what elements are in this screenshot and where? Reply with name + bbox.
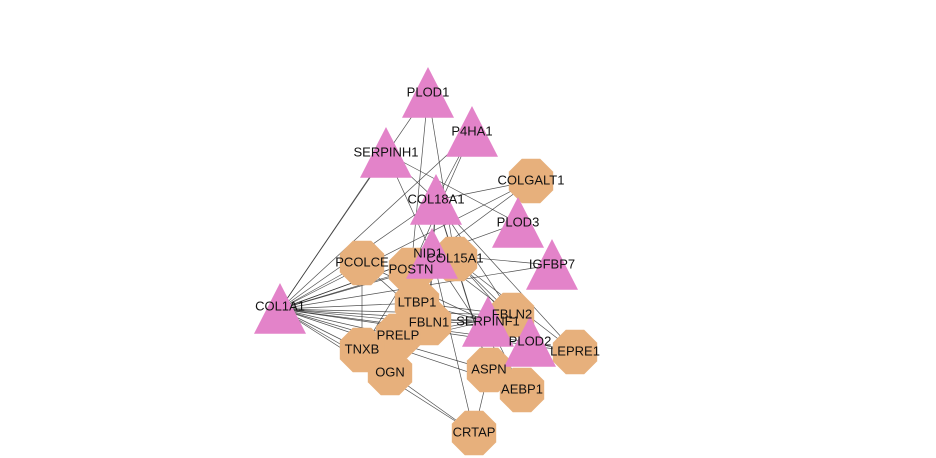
- node-label-pcolce: PCOLCE: [335, 254, 389, 269]
- node-label-aebp1: AEBP1: [501, 381, 543, 396]
- node-label-col18a1: COL18A1: [407, 191, 464, 206]
- node-colgalt1-octagon[interactable]: [508, 158, 554, 204]
- node-col1a1-triangle[interactable]: [254, 283, 306, 334]
- node-label-serpinh1: SERPINH1: [353, 144, 418, 159]
- node-label-igfbp7: IGFBP7: [529, 256, 575, 271]
- edge-col1a1-colgalt1: [279, 180, 532, 310]
- edge-nid1-crtap: [431, 253, 475, 434]
- node-label-postn: POSTN: [389, 261, 434, 276]
- node-label-tnxb: TNXB: [345, 341, 380, 356]
- node-label-fbln2: FBLN2: [492, 306, 532, 321]
- node-label-ogn: OGN: [375, 364, 405, 379]
- node-label-crtap: CRTAP: [453, 424, 496, 439]
- label-layer: PLOD1 P4HA1 SERPINH1 COL18A1 PLOD3 IGFBP7 COL1…: [255, 84, 600, 439]
- edge-serpinh1-plod3: [385, 152, 519, 224]
- node-aebp1-octagon[interactable]: [499, 367, 545, 413]
- edge-plod1-col15a1: [427, 92, 456, 260]
- node-plod1-triangle[interactable]: [402, 67, 454, 118]
- node-nid1-triangle[interactable]: [406, 228, 458, 279]
- node-label-colgalt1: COLGALT1: [498, 172, 565, 187]
- node-prelp-octagon[interactable]: [375, 313, 421, 359]
- node-crtap-octagon[interactable]: [451, 410, 497, 456]
- node-plod2-triangle[interactable]: [504, 316, 556, 367]
- node-label-lepre1: LEPRE1: [550, 343, 600, 358]
- edge-col1a1-serpinh1: [279, 152, 387, 310]
- edge-plod1-postn: [410, 92, 429, 271]
- node-lepre1-octagon[interactable]: [552, 329, 598, 375]
- edge-col1a1-p4ha1: [279, 131, 473, 310]
- node-p4ha1-triangle[interactable]: [446, 106, 498, 157]
- node-label-col1a1: COL1A1: [255, 298, 305, 313]
- node-label-prelp: PRELP: [377, 327, 420, 342]
- node-label-ltbp1: LTBP1: [398, 294, 437, 309]
- node-plod3-triangle[interactable]: [492, 197, 544, 248]
- node-serpinh1-triangle[interactable]: [360, 127, 412, 178]
- node-label-nid1: NID1: [413, 245, 443, 260]
- edge-col18a1-lepre1: [435, 199, 576, 353]
- edge-col1a1-serpinf1: [279, 308, 489, 323]
- node-label-fbln1: FBLN1: [409, 314, 449, 329]
- node-igfbp7-triangle[interactable]: [526, 239, 578, 290]
- edge-col1a1-ltbp1: [279, 302, 418, 310]
- node-col18a1-triangle[interactable]: [410, 174, 462, 225]
- node-serpinf1-triangle[interactable]: [462, 296, 514, 347]
- node-label-aspn: ASPN: [471, 361, 506, 376]
- node-label-plod2: PLOD2: [509, 333, 552, 348]
- node-ogn-octagon[interactable]: [367, 350, 413, 396]
- node-pcolce-octagon[interactable]: [339, 240, 385, 286]
- node-label-col15a1: COL15A1: [426, 250, 483, 265]
- node-label-p4ha1: P4HA1: [451, 123, 492, 138]
- node-label-plod3: PLOD3: [497, 214, 540, 229]
- node-label-serpinf1: SERPINF1: [456, 313, 520, 328]
- node-layer: [254, 67, 598, 456]
- node-label-plod1: PLOD1: [407, 84, 450, 99]
